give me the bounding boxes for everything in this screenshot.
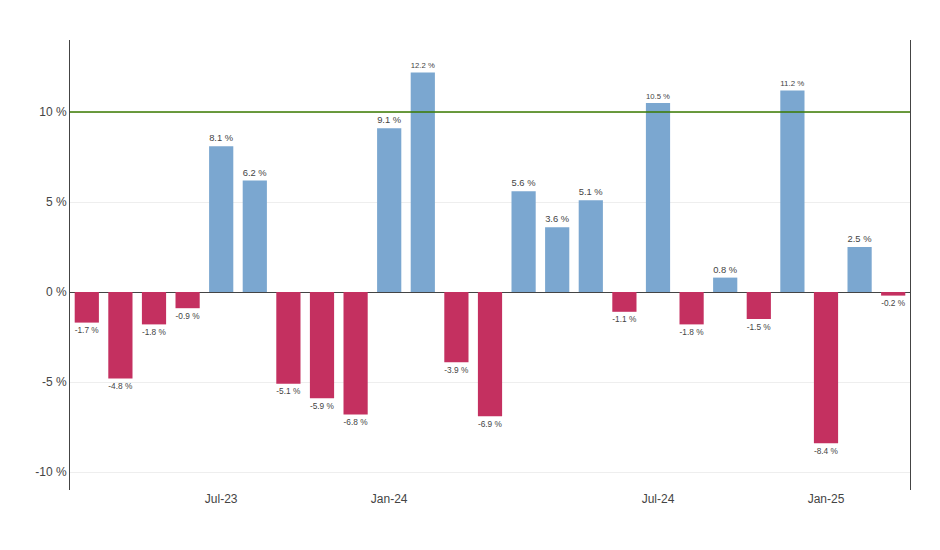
svg-text:-1.8 %: -1.8 % [142, 327, 167, 337]
svg-text:12.2 %: 12.2 % [411, 61, 435, 70]
svg-text:-1.7 %: -1.7 % [75, 325, 100, 335]
svg-text:6.2 %: 6.2 % [243, 167, 267, 178]
svg-text:-3.9 %: -3.9 % [444, 365, 469, 375]
svg-text:-5 %: -5 % [42, 375, 67, 389]
svg-text:Jul-24: Jul-24 [642, 492, 675, 506]
svg-text:-10 %: -10 % [35, 465, 67, 479]
svg-text:11.2 %: 11.2 % [780, 79, 804, 88]
svg-text:-0.2 %: -0.2 % [881, 298, 906, 308]
svg-text:10 %: 10 % [39, 105, 67, 119]
svg-text:-6.9 %: -6.9 % [478, 419, 503, 429]
svg-text:-1.8 %: -1.8 % [680, 327, 705, 337]
svg-text:3.6 %: 3.6 % [545, 213, 569, 224]
svg-text:0.8 %: 0.8 % [713, 264, 737, 275]
svg-text:5.1 %: 5.1 % [579, 186, 603, 197]
svg-text:10.5 %: 10.5 % [646, 92, 670, 101]
svg-text:-6.8 %: -6.8 % [344, 417, 369, 427]
svg-text:-4.8 %: -4.8 % [108, 381, 133, 391]
svg-text:-1.5 %: -1.5 % [747, 322, 772, 332]
svg-text:Jul-23: Jul-23 [205, 492, 238, 506]
svg-text:0 %: 0 % [46, 285, 67, 299]
svg-text:-0.9 %: -0.9 % [176, 311, 201, 321]
svg-text:Jan-24: Jan-24 [371, 492, 408, 506]
svg-text:5 %: 5 % [46, 195, 67, 209]
svg-text:Jan-25: Jan-25 [808, 492, 845, 506]
svg-text:-5.1 %: -5.1 % [276, 386, 301, 396]
svg-text:5.6 %: 5.6 % [512, 177, 536, 188]
svg-text:-1.1 %: -1.1 % [612, 314, 637, 324]
svg-text:8.1 %: 8.1 % [209, 132, 233, 143]
svg-text:-8.4 %: -8.4 % [814, 446, 839, 456]
svg-text:-5.9 %: -5.9 % [310, 401, 335, 411]
svg-text:9.1 %: 9.1 % [377, 114, 401, 125]
svg-text:2.5 %: 2.5 % [848, 233, 872, 244]
